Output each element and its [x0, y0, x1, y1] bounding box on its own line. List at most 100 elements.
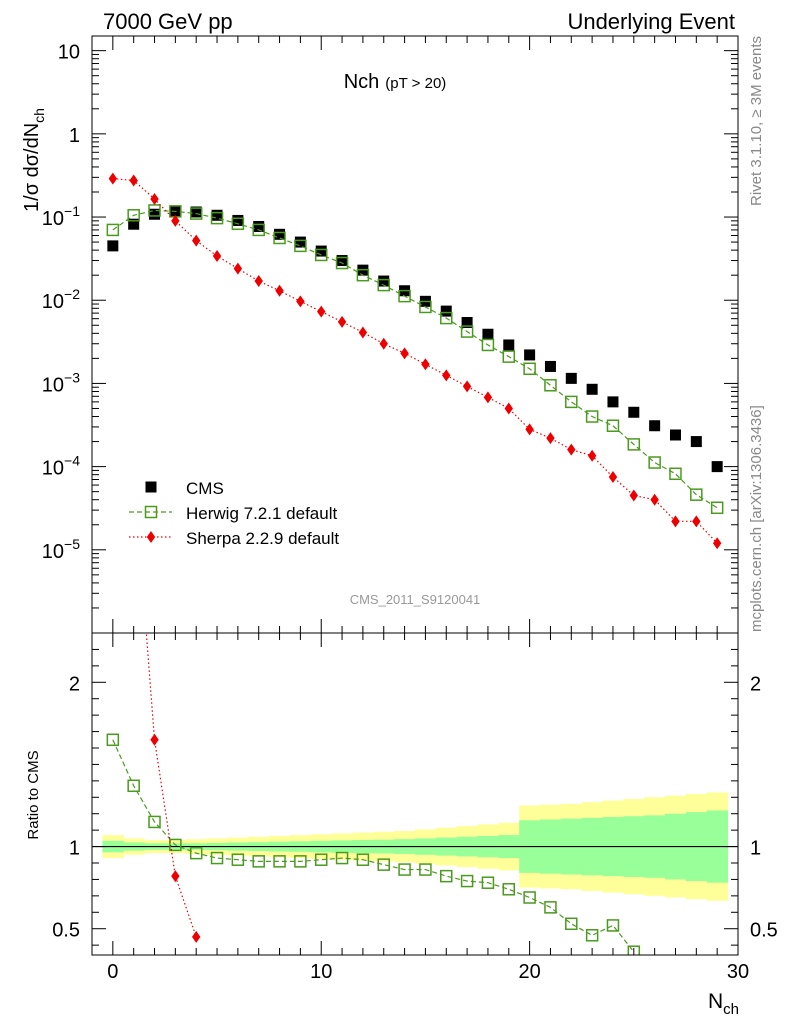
ratio-frame — [91, 632, 739, 956]
ratio-point-0-8 — [273, 855, 286, 868]
ratio-point-0-22 — [565, 917, 578, 931]
legend-marker-0 — [145, 481, 157, 493]
ratio-ytick-label-0: 0.5 — [52, 920, 80, 942]
data-point-1-7 — [252, 223, 265, 237]
data-point-0-5 — [211, 209, 223, 221]
data-point-1-26 — [648, 456, 661, 469]
main-title-text: Nch — [344, 71, 380, 93]
legend-marker-1 — [144, 505, 158, 519]
x-axis-label-sub: ch — [723, 1001, 739, 1018]
ratio-point-0-1 — [127, 779, 140, 793]
ratio-point-0-20 — [523, 891, 536, 904]
data-point-1-19 — [502, 350, 516, 363]
ratio-point-0-14 — [398, 863, 411, 876]
data-point-1-18 — [481, 338, 495, 352]
x-tick-label-1: 10 — [310, 961, 332, 983]
ratio-line-0 — [112, 739, 635, 953]
data-point-1-24 — [606, 419, 620, 432]
legend-label-2: Sherpa 2.2.9 default — [186, 529, 339, 548]
process-label: Underlying Event — [567, 9, 735, 34]
data-point-2-16 — [442, 369, 451, 382]
ratio-point-1-2 — [150, 733, 159, 746]
data-point-2-3 — [171, 214, 180, 227]
data-point-0-7 — [253, 220, 265, 232]
data-point-2-20 — [525, 423, 534, 436]
data-point-0-24 — [607, 396, 619, 408]
data-point-2-18 — [483, 391, 493, 404]
x-axis-label: Nch — [708, 990, 739, 1018]
ratio-point-0-11 — [335, 851, 349, 865]
data-point-2-27 — [671, 515, 680, 528]
data-point-2-9 — [296, 295, 305, 308]
ratio-ylabel: Ratio to CMS — [25, 750, 42, 839]
ratio-point-0-23 — [585, 929, 599, 942]
main-title: Nch (pT > 20) — [344, 71, 447, 93]
data-point-0-18 — [482, 328, 494, 340]
data-point-2-13 — [379, 337, 388, 350]
data-point-2-29 — [712, 537, 722, 550]
ratio-point-0-16 — [440, 869, 453, 883]
data-point-2-21 — [546, 432, 555, 445]
data-point-1-1 — [127, 209, 140, 222]
data-point-1-5 — [210, 211, 224, 225]
data-point-1-16 — [440, 311, 453, 325]
legend-label-0: CMS — [186, 479, 224, 498]
main-panel: Nch (pT > 20) 10 1 10−1 10−2 10−3 10−4 10−5 CMS… — [42, 35, 739, 634]
data-point-1-9 — [294, 239, 307, 253]
rivet-label: Rivet 3.1.10, ≥ 3M events — [748, 36, 765, 206]
legend: CMS Herwig 7.2.1 default Sherpa 2.2.9 defa… — [129, 479, 339, 548]
data-point-1-23 — [585, 410, 599, 423]
data-point-0-9 — [294, 236, 306, 248]
main-ylabel: 1/σ dσ/dNch — [21, 108, 47, 212]
main-ylabel-text: 1/σ dσ/dN — [21, 123, 43, 212]
data-point-0-16 — [440, 305, 452, 317]
ratio-point-1-1 — [129, 463, 137, 475]
ratio-point-0-9 — [294, 855, 307, 868]
data-point-2-17 — [462, 380, 472, 393]
data-point-1-0 — [106, 223, 120, 237]
data-point-1-27 — [669, 467, 682, 481]
data-point-2-12 — [358, 326, 368, 339]
series-line-1 — [112, 209, 718, 509]
data-point-2-5 — [212, 250, 222, 263]
data-point-0-0 — [107, 240, 119, 252]
ratio-point-0-18 — [481, 876, 495, 889]
data-point-1-11 — [335, 256, 349, 270]
data-point-1-4 — [189, 207, 203, 220]
x-tick-label-0: 0 — [107, 961, 118, 983]
data-point-1-10 — [314, 248, 328, 262]
data-point-1-13 — [377, 278, 390, 292]
data-point-2-1 — [129, 174, 138, 187]
data-point-1-17 — [460, 325, 474, 338]
ratio-point-0-10 — [314, 853, 328, 866]
ratio-ytick-label-right-1: 1 — [750, 838, 761, 860]
data-point-0-23 — [586, 383, 598, 395]
data-point-1-8 — [273, 231, 286, 245]
data-point-1-29 — [710, 501, 724, 515]
ratio-point-0-24 — [606, 919, 620, 932]
data-point-0-17 — [461, 316, 473, 328]
data-point-0-4 — [190, 206, 202, 218]
data-point-1-25 — [627, 438, 641, 451]
data-point-2-24 — [608, 471, 618, 484]
legend-marker-2 — [146, 531, 156, 543]
data-point-2-2 — [150, 192, 159, 205]
data-point-0-10 — [315, 245, 327, 257]
data-point-2-19 — [504, 402, 513, 415]
data-point-2-15 — [421, 358, 430, 371]
data-point-2-10 — [317, 305, 326, 318]
ratio-ytick-label-1: 1 — [69, 838, 80, 860]
mcplots-label: mcplots.cern.ch [arXiv:1306.3436] — [748, 405, 765, 632]
data-point-2-8 — [275, 284, 284, 297]
ratio-point-1-4 — [191, 930, 201, 943]
main-ytick-label-1: 1 — [69, 125, 80, 147]
data-point-2-26 — [650, 493, 659, 506]
ratio-ytick-label-right-0: 0.5 — [750, 920, 778, 942]
data-point-0-21 — [544, 360, 556, 372]
data-point-0-27 — [669, 429, 681, 441]
data-point-1-28 — [690, 488, 703, 501]
data-point-2-22 — [567, 443, 576, 456]
data-point-0-22 — [565, 372, 577, 384]
data-point-2-6 — [233, 262, 243, 275]
ratio-point-0-21 — [544, 901, 557, 914]
